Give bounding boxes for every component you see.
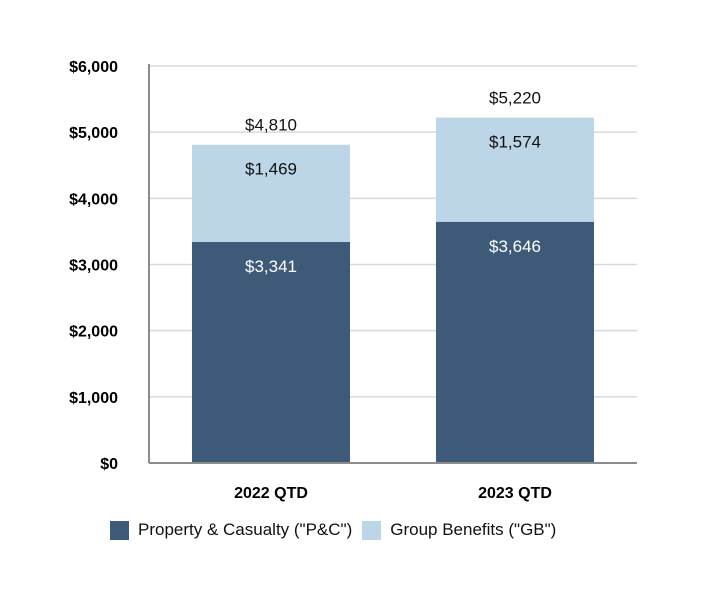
bar-segment-pc xyxy=(192,241,350,463)
bar-segment-gb xyxy=(192,144,350,242)
x-tick-label: 2023 QTD xyxy=(478,485,552,502)
legend-item-pc: Property & Casualty ("P&C") xyxy=(110,520,352,540)
x-tick-label: 2022 QTD xyxy=(234,485,308,502)
y-tick-label: $2,000 xyxy=(69,324,118,341)
legend-swatch-gb xyxy=(362,520,382,540)
bar-segment-gb xyxy=(436,117,594,222)
legend-label-pc: Property & Casualty ("P&C") xyxy=(138,520,353,539)
data-label-gb: $1,574 xyxy=(489,133,541,152)
y-tick-label: $5,000 xyxy=(69,125,118,142)
y-tick-label: $0 xyxy=(100,456,118,473)
total-label: $4,810 xyxy=(245,116,297,135)
legend-label-gb: Group Benefits ("GB") xyxy=(390,520,557,539)
y-tick-label: $6,000 xyxy=(69,59,118,76)
data-label-pc: $3,341 xyxy=(245,257,297,276)
legend-swatch-pc xyxy=(110,520,129,540)
y-tick-label: $3,000 xyxy=(69,258,118,275)
y-tick-label: $1,000 xyxy=(69,390,118,407)
chart-legend: Property & Casualty ("P&C") Group Benefi… xyxy=(110,520,566,540)
total-label: $5,220 xyxy=(489,89,541,108)
data-label-gb: $1,469 xyxy=(245,160,297,179)
y-tick-label: $4,000 xyxy=(69,191,118,208)
bar-segment-pc xyxy=(436,221,594,463)
legend-item-gb: Group Benefits ("GB") xyxy=(362,520,556,540)
data-label-pc: $3,646 xyxy=(489,237,541,256)
